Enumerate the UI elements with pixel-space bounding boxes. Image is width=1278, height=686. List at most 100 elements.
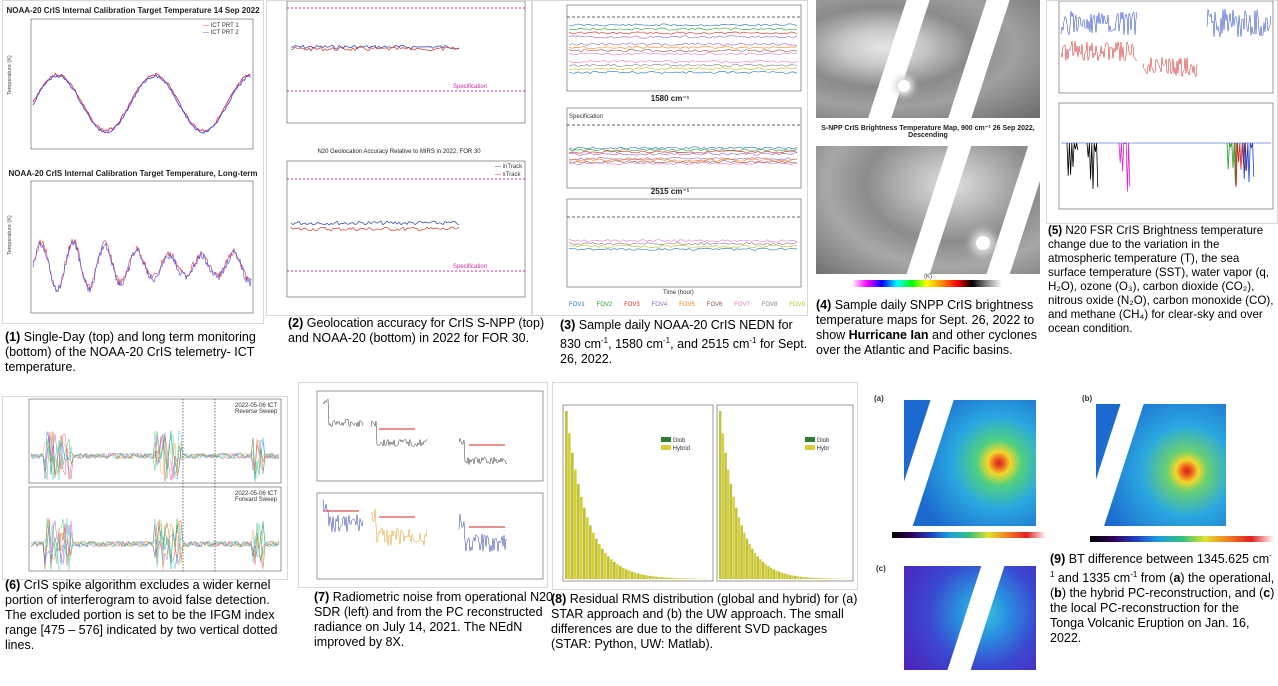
ict-long-term-series xyxy=(33,239,251,292)
ict-longterm-line-1 xyxy=(33,239,251,291)
colorbar-b xyxy=(1090,536,1274,542)
caption-8: (8) Residual RMS distribution (global an… xyxy=(551,592,863,652)
fsr-temperature-series xyxy=(1061,9,1271,77)
nedn-plots xyxy=(533,1,807,315)
nedn-fov-line xyxy=(569,240,797,242)
nedn-fov-legend: FOV1 FOV2 FOV3 FOV4 FOV5 FOV6 FOV7 FOV8 … xyxy=(569,302,805,308)
hist-bar xyxy=(748,544,750,579)
hist-b-legend-1: Glob xyxy=(805,437,829,444)
hist-bar xyxy=(670,578,673,579)
hist-bar xyxy=(607,556,610,579)
tonga-bt-difference-figure: (a) (c) (b) (9) BT difference between 13… xyxy=(864,382,1276,678)
hist-bar xyxy=(743,533,745,579)
hist-bar xyxy=(773,569,775,579)
nedn-fov-line xyxy=(569,71,797,73)
nedn-spec-label: Specification xyxy=(569,114,603,120)
geolocation-figure: N20 Geolocation Accuracy Relative to MIR… xyxy=(266,0,532,316)
nedn-fov-series xyxy=(569,24,797,251)
ict-line-1 xyxy=(33,73,251,131)
map-local-pc xyxy=(904,566,1036,670)
hist-bar xyxy=(727,470,729,579)
geolocation-snpp-series xyxy=(291,45,459,51)
nedn-fov-line xyxy=(569,151,797,153)
nedn-fov-line xyxy=(569,64,797,66)
hist-b-legend-2: Hybr xyxy=(805,445,829,452)
hist-bar xyxy=(722,433,724,579)
nedn-xlabel: Time (hour) xyxy=(663,290,694,296)
spike-label-top: 2022-05-06 ICT Reverse Sweep xyxy=(235,403,283,415)
nedn-fov-line xyxy=(569,149,797,151)
nedn-title-1580: 1580 cm⁻¹ xyxy=(533,94,807,103)
hist-bar xyxy=(685,578,688,579)
fsr-t-line-2 xyxy=(1207,9,1271,37)
nedn-title-2515: 2515 cm⁻¹ xyxy=(533,187,807,196)
noise-line-0 xyxy=(323,399,363,427)
hist-bar xyxy=(604,553,607,579)
fsr-gas-series xyxy=(1061,143,1271,192)
hist-bar xyxy=(601,549,604,579)
fsr-sst-line xyxy=(1061,41,1137,61)
hist-bar xyxy=(818,578,820,579)
hist-bar xyxy=(634,573,637,579)
fsr-gas-line-0 xyxy=(1067,143,1078,176)
residual-rms-figure: Glob Hybrid Glob Hybr xyxy=(552,382,858,590)
hist-bar xyxy=(598,544,601,579)
hist-bar xyxy=(580,497,583,579)
nedn-fov-line xyxy=(569,28,797,30)
hist-bar xyxy=(797,576,799,579)
hist-bar xyxy=(730,484,732,579)
label-c: (c) xyxy=(876,564,886,573)
hist-bar xyxy=(592,533,595,579)
ict-plots: Temperature (K) Temperature (K) xyxy=(3,1,263,323)
hist-bar xyxy=(655,577,658,579)
geo-n20-line-2 xyxy=(291,227,459,231)
hist-bar xyxy=(610,559,613,579)
nedn-figure: 1580 cm⁻¹ 2515 cm⁻¹ Specification Time (… xyxy=(532,0,808,316)
caption-4: (4) Sample daily SNPP CrIS brightness te… xyxy=(816,298,1048,358)
hist-bar xyxy=(807,577,809,579)
map-hybrid-pc xyxy=(1096,404,1226,526)
hist-bar xyxy=(821,578,823,579)
noise-series xyxy=(323,399,507,552)
colorbar-a xyxy=(892,532,1046,538)
geolocation-plots xyxy=(267,1,531,315)
fsr-q-line xyxy=(1143,57,1197,76)
spec-label-top: Specification xyxy=(453,84,487,90)
nedn-fov-line xyxy=(569,159,797,161)
hist-bar xyxy=(738,517,740,579)
hist-bar xyxy=(732,497,734,579)
bt-map-top xyxy=(816,0,1040,118)
rms-histograms xyxy=(553,383,857,589)
hist-bar xyxy=(577,484,580,579)
svg-text:Temperature (K): Temperature (K) xyxy=(7,215,13,255)
caption-7: (7) Radiometric noise from operational N… xyxy=(314,590,554,650)
hist-bar xyxy=(781,573,783,579)
geolocation-n20-series xyxy=(291,221,459,231)
hist-bar xyxy=(616,564,619,579)
hist-bar xyxy=(628,571,631,579)
hist-bar xyxy=(643,575,646,579)
fsr-t-line xyxy=(1061,11,1137,35)
ict-legend-2: — ICT PRT 2 xyxy=(203,30,239,36)
caption-2: (2) Geolocation accuracy for CrIS S-NPP … xyxy=(288,316,563,346)
spec-label-bottom: Specification xyxy=(453,264,487,270)
hist-bar xyxy=(679,578,682,579)
hist-bar xyxy=(625,569,628,579)
hist-bar xyxy=(667,578,670,579)
nedn-fov-line xyxy=(569,153,797,155)
fsr-bt-change-figure xyxy=(1046,0,1278,224)
hist-bar xyxy=(661,577,664,579)
hist-bar xyxy=(682,578,685,579)
bt-colorbar xyxy=(852,280,1002,287)
hist-bar xyxy=(815,578,817,579)
bt-map-figure: S-NPP CrIS Brightness Temperature Map, 9… xyxy=(812,0,1044,300)
nedn-fov-line xyxy=(569,162,797,164)
hist-bar xyxy=(799,577,801,579)
nedn-fov-line xyxy=(569,157,797,159)
spike-plots xyxy=(3,397,287,579)
hist-bar xyxy=(791,575,793,579)
hist-bar xyxy=(664,577,667,579)
hist-bar xyxy=(658,577,661,579)
hist-a-legend-1: Glob xyxy=(661,437,685,444)
hist-bar xyxy=(813,578,815,579)
